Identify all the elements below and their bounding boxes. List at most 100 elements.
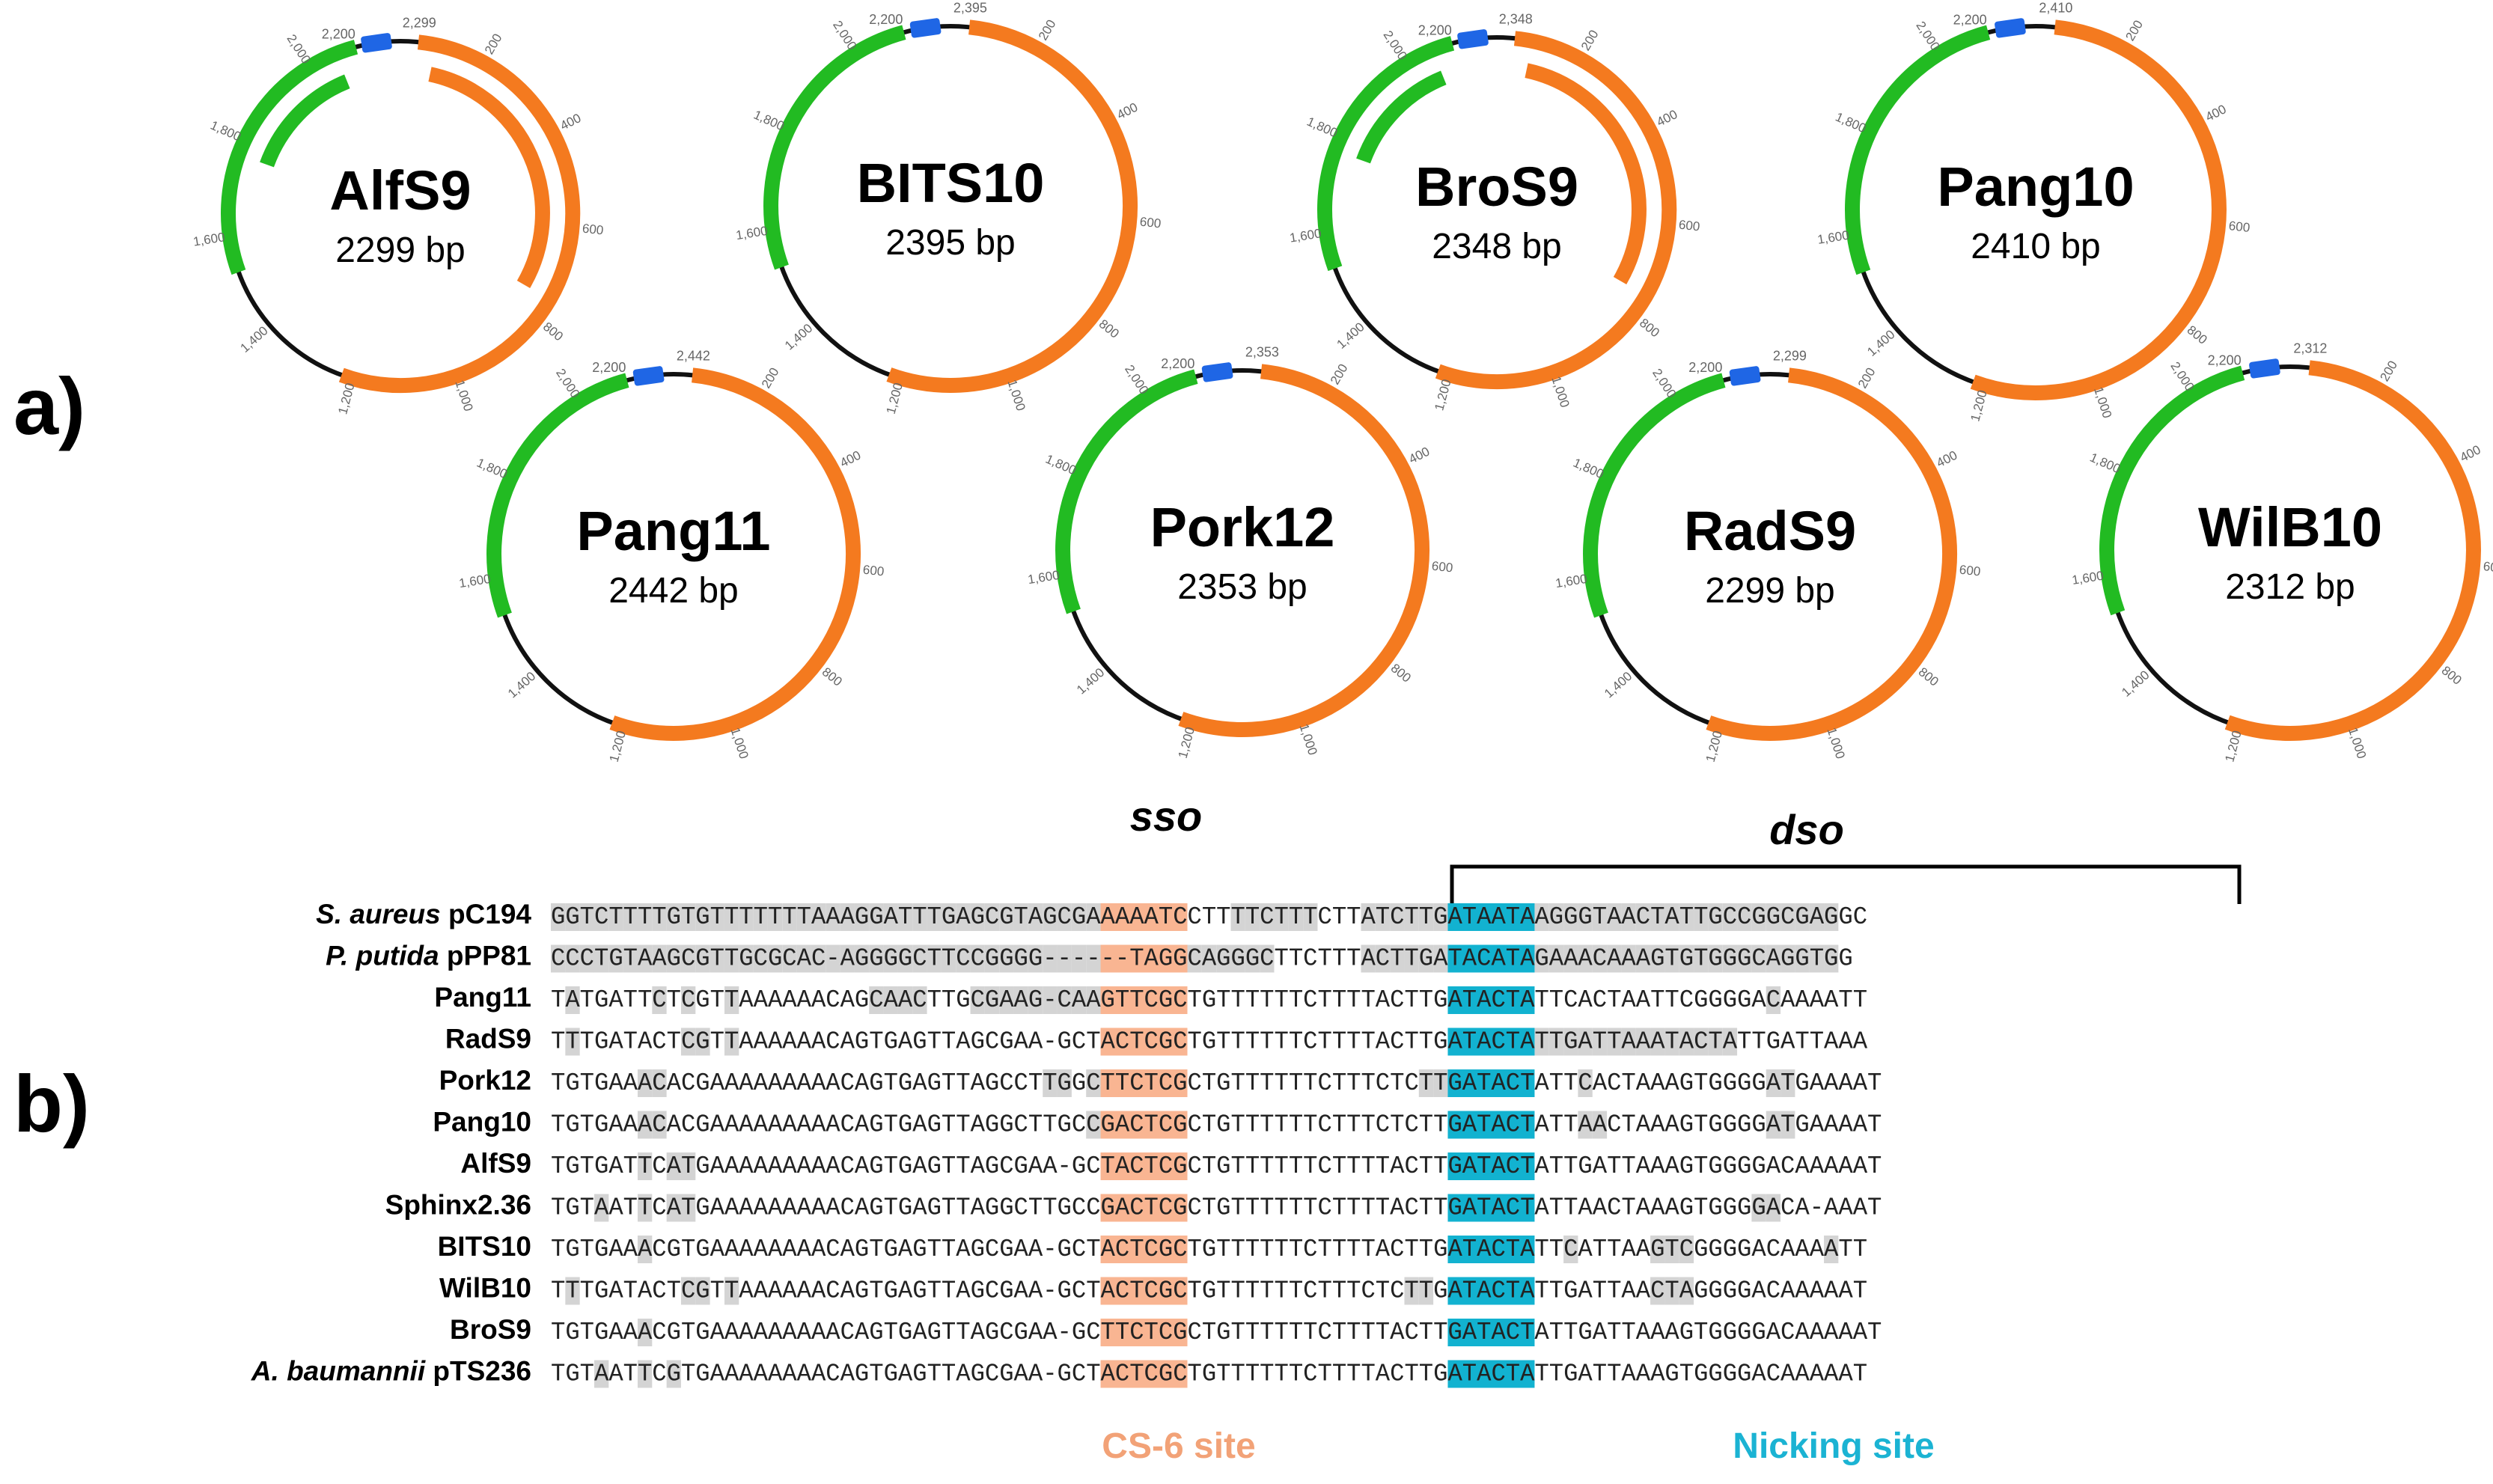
tick-label: 1,800: [2088, 451, 2123, 477]
mismatch-shade: [1028, 903, 1043, 931]
tick-label: 200: [1328, 361, 1351, 387]
mismatch-shade: [695, 1027, 710, 1056]
origin-marker: [361, 33, 392, 53]
tick-label: 1,400: [2119, 668, 2152, 700]
mismatch-shade: [1607, 944, 1622, 973]
plasmid-name: Pork12: [1150, 496, 1335, 558]
mismatch-shade: [1390, 944, 1405, 973]
tick-label: 1,600: [1289, 226, 1322, 245]
mismatch-shade: [1404, 1277, 1419, 1305]
mismatch-shade: [1013, 944, 1028, 973]
sequence-text: TGTGAAACACGAAAAAAAAACAGTGAGTTAGCCTTGGCTT…: [551, 1069, 1882, 1097]
mismatch-shade: [1563, 903, 1578, 931]
mismatch-shade: [594, 944, 609, 973]
mismatch-shade: [594, 1360, 609, 1388]
plasmid-maps: 2,299 2,200 200 400 600 800 1,000 1,200 1,400 1,6…: [192, 0, 2493, 763]
tick-label: 2,000: [553, 366, 582, 400]
tick-label: 2,000: [284, 32, 314, 67]
mismatch-shade: [652, 903, 667, 931]
origin-marker: [2249, 358, 2280, 379]
tick-label: 200: [2377, 358, 2400, 384]
mismatch-shade: [1664, 1236, 1679, 1263]
mismatch-shade: [724, 903, 739, 931]
tick-label: 1,800: [1043, 452, 1078, 478]
plasmid-size: 2299 bp: [335, 230, 466, 270]
rep-gene-arc: [886, 19, 1138, 393]
mismatch-shade: [551, 903, 566, 931]
sequence-name: BITS10: [438, 1231, 531, 1262]
nick-highlight: [1447, 1277, 1535, 1305]
mismatch-shade: [680, 1277, 696, 1305]
inner-mob-arc: [260, 74, 350, 168]
mismatch-shade: [897, 986, 913, 1014]
mismatch-shade: [1694, 903, 1709, 931]
mismatch-shade: [897, 944, 913, 973]
mismatch-shade: [1274, 903, 1289, 931]
tick-label: 600: [582, 222, 604, 238]
sequence-text: TGTAATTCATGAAAAAAAAACAGTGAGTTAGGCTTGCCGA…: [551, 1194, 1882, 1222]
sequence-text: TGTGAAACGTGAAAAAAAAACAGTGAGTTAGCGAA-GCTT…: [551, 1319, 1882, 1346]
mismatch-shade: [1795, 903, 1810, 931]
tick-label: 2,000: [830, 18, 859, 52]
tick-label: 1,600: [192, 230, 226, 248]
mismatch-shade: [796, 944, 811, 973]
mismatch-shade: [840, 903, 855, 931]
plasmid-map: 2,299 2,200 200 400 600 800 1,000 1,200 1,400 1,6…: [192, 15, 604, 415]
tick-label: 800: [2185, 323, 2210, 347]
mob-gene-arc: [1845, 25, 1991, 275]
mismatch-shade: [1781, 1069, 1795, 1097]
tick-label: 1,600: [1554, 572, 1588, 590]
tick-label: 1,400: [1602, 669, 1635, 701]
mismatch-shade: [565, 986, 580, 1014]
nick-highlight: [1447, 1111, 1535, 1139]
nick-highlight: [1447, 986, 1535, 1014]
mismatch-shade: [1824, 944, 1839, 973]
cs6-highlight: [1100, 1069, 1188, 1097]
sequence-text: TATGATTCTCGTTAAAAAACAGCAACTTGCGAAG-CAAGT…: [551, 986, 1867, 1014]
mismatch-shade: [1592, 944, 1608, 973]
mismatch-shade: [1650, 1027, 1665, 1056]
mismatch-shade: [1722, 944, 1738, 973]
mismatch-shade: [1043, 944, 1058, 973]
origin-marker: [632, 366, 665, 386]
tick-label: 1,200: [1703, 729, 1725, 763]
tick-label: 200: [1855, 365, 1879, 391]
alignment-row: WilB10 TTTGATACTCGTTAAAAAACAGTGAGTTAGCGAA…: [439, 1273, 1867, 1305]
mismatch-shade: [767, 903, 783, 931]
mismatch-shade: [1071, 903, 1087, 931]
tick-label: 400: [2458, 442, 2483, 465]
mismatch-shade: [1694, 1027, 1709, 1056]
tick-label: 800: [2439, 663, 2465, 688]
mismatch-shade: [1013, 903, 1028, 931]
plasmid-map: 2,353 2,200 200 400 600 800 1,000 1,200 1,400 1,6…: [1027, 344, 1453, 760]
mismatch-shade: [767, 944, 783, 973]
mismatch-shade: [1433, 1069, 1448, 1097]
mismatch-shade: [623, 944, 638, 973]
mismatch-shade: [637, 903, 653, 931]
plasmid-map: 2,442 2,200 200 400 600 800 1,000 1,200 1,400 1,6…: [458, 348, 885, 763]
mismatch-shade: [869, 944, 884, 973]
mismatch-shade: [1751, 944, 1766, 973]
mismatch-shade: [637, 1194, 653, 1222]
tick-label: 1,400: [782, 321, 815, 353]
sso-label: sso: [1130, 793, 1203, 840]
tick-label: 1,200: [335, 382, 357, 416]
mismatch-shade: [1230, 944, 1245, 973]
mismatch-shade: [1216, 944, 1231, 973]
sequence-text: GGTCTTTTGTGTTTTTTTAAAGGATTTGAGCGTAGCGAAA…: [551, 903, 1867, 931]
tick-label-top: 2,299: [403, 15, 436, 30]
sequence-text: TTTGATACTCGTTAAAAAACAGTGAGTTAGCGAA-GCTAC…: [551, 1028, 1867, 1056]
cs6-highlight: [1100, 1236, 1188, 1263]
nick-highlight: [1447, 944, 1535, 973]
mismatch-shade: [1043, 903, 1058, 931]
tick-label: 600: [1959, 563, 1981, 579]
mismatch-shade: [956, 903, 971, 931]
nick-highlight: [1447, 1319, 1535, 1346]
nick-highlight: [1447, 1194, 1535, 1222]
mismatch-shade: [1404, 944, 1419, 973]
mismatch-shade: [796, 903, 811, 931]
nick-highlight: [1447, 1027, 1535, 1056]
mismatch-shade: [1418, 903, 1434, 931]
cs6-highlight: [1100, 944, 1188, 973]
plasmid-size: 2442 bp: [608, 571, 739, 611]
